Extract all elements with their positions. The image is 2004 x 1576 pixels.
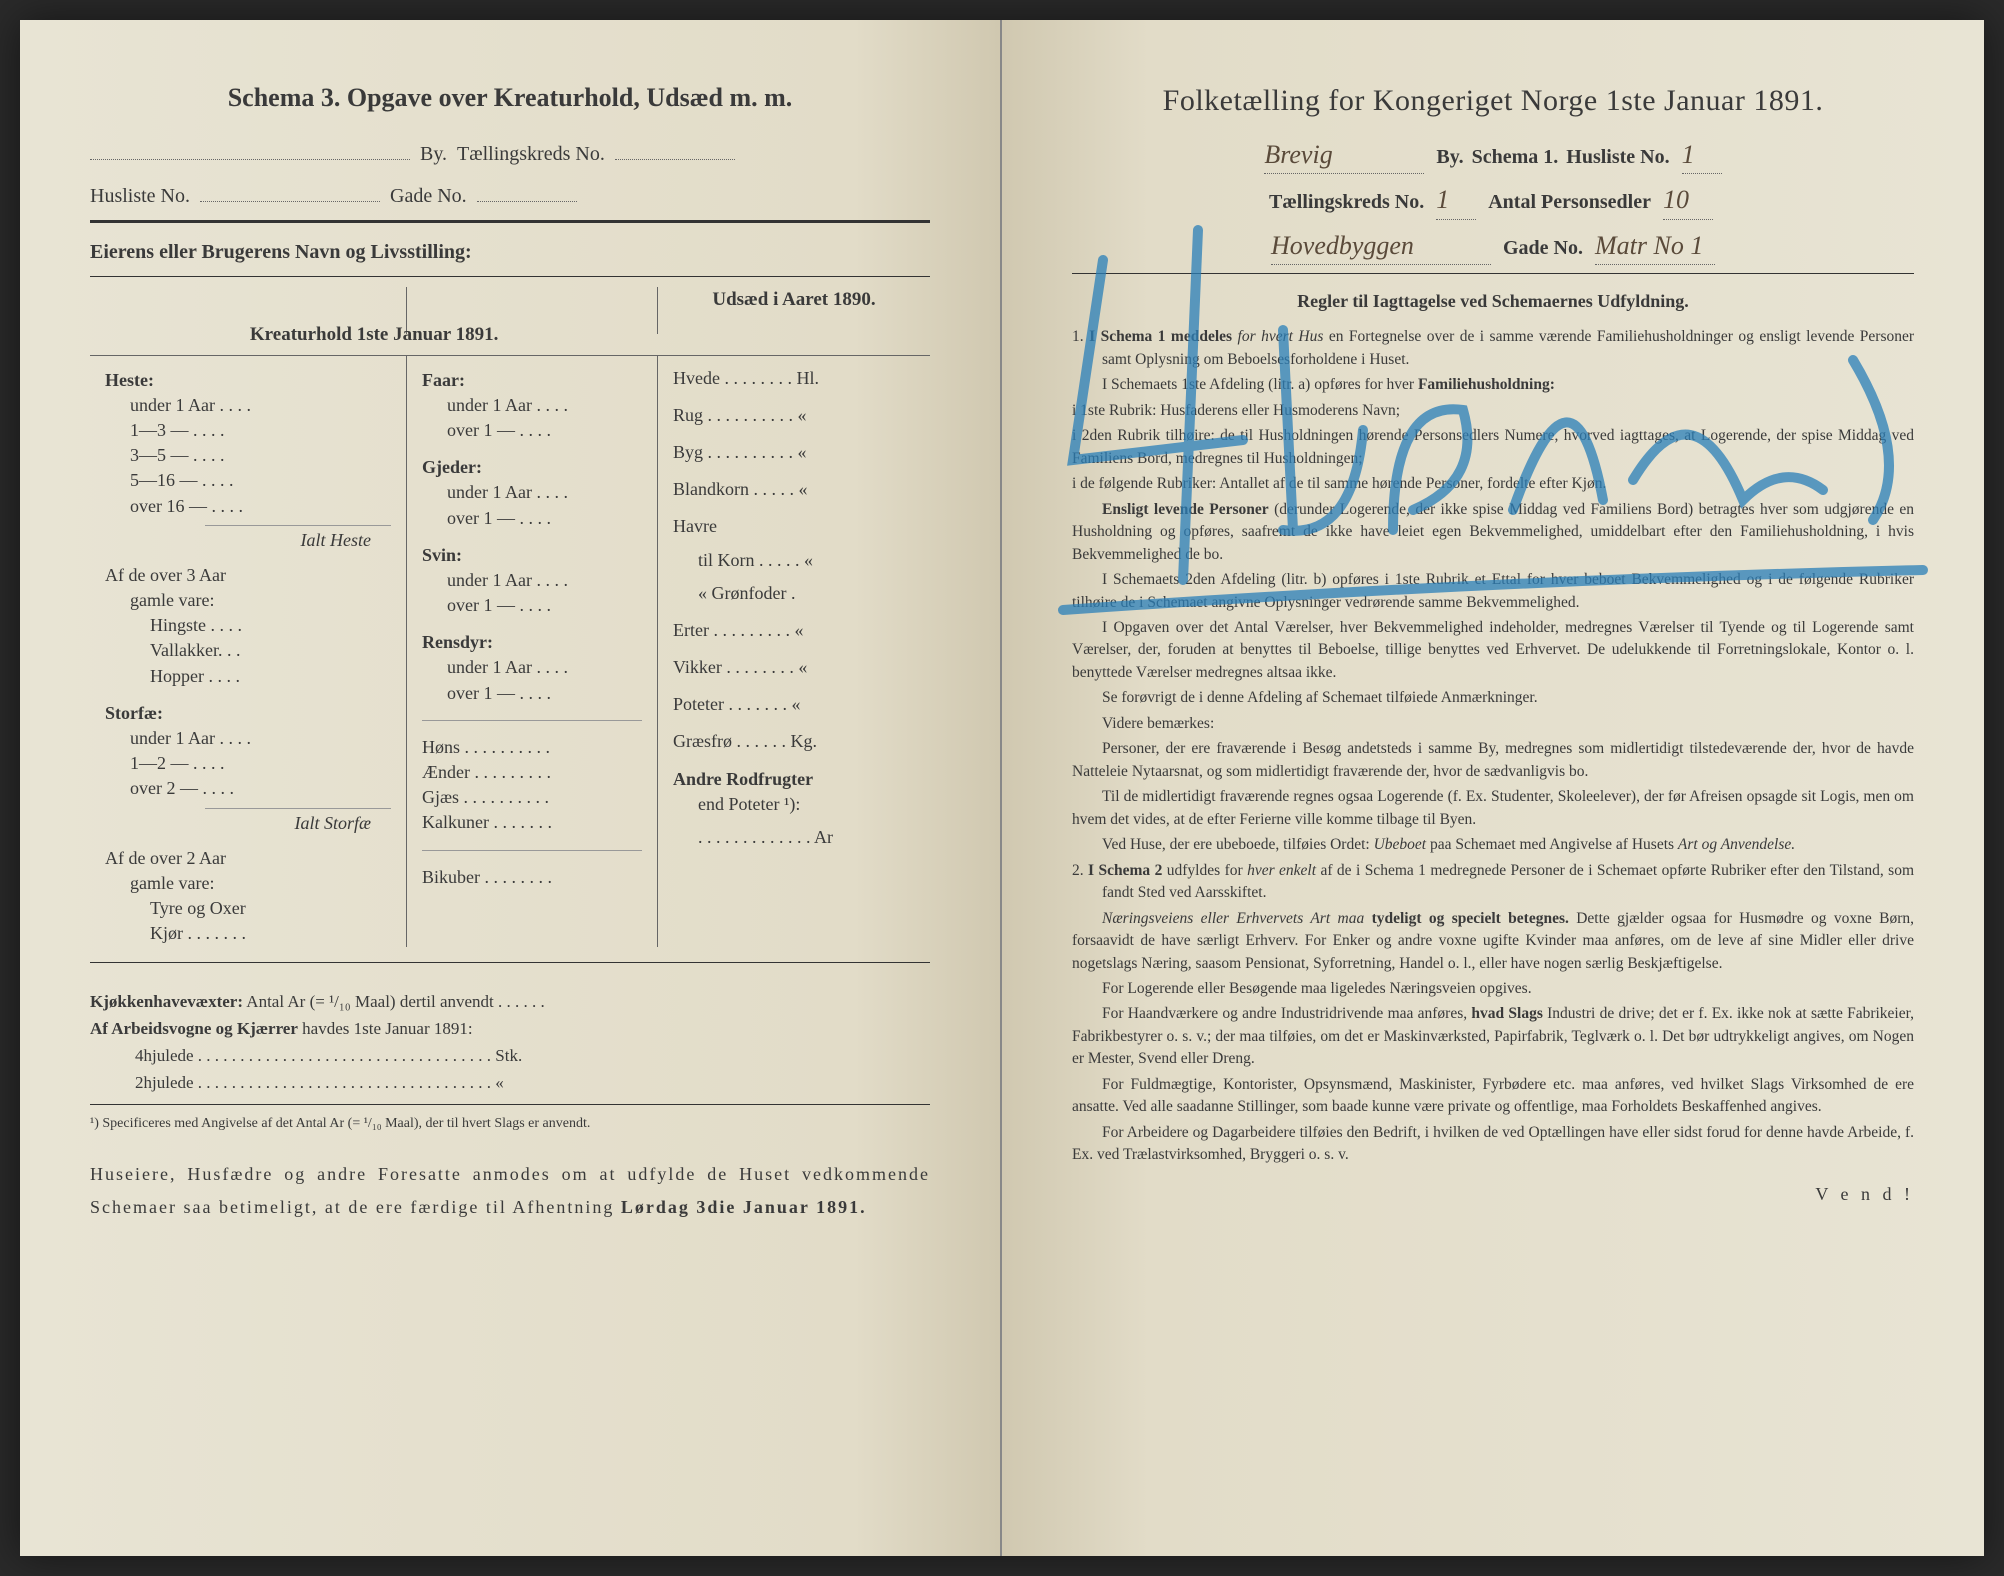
taellingskreds-label: Tællingskreds No. [457,140,605,168]
husliste-label: Husliste No. [90,182,190,210]
right-header-2: Tællingskreds No. 1 Antal Personsedler 1… [1072,182,1914,219]
by-label: By. [420,140,447,168]
book-spread: Schema 3. Opgave over Kreaturhold, Udsæd… [20,20,1984,1556]
gade-label: Gade No. [390,182,467,210]
left-page: Schema 3. Opgave over Kreaturhold, Udsæd… [20,20,1002,1556]
header-by-line: By. Tællingskreds No. [90,136,930,168]
right-page: Folketælling for Kongeriget Norge 1ste J… [1002,20,1984,1556]
right-header-1: Brevig By. Schema 1. Husliste No. 1 [1072,137,1914,174]
eierens-label: Eierens eller Brugerens Navn og Livsstil… [90,238,930,266]
column-heste-storfae: Heste: under 1 Aar . . . . 1—3 — . . . .… [90,356,407,947]
right-title: Folketælling for Kongeriget Norge 1ste J… [1072,80,1914,122]
vend-label: V e n d ! [1072,1182,1914,1207]
bottom-section: Kjøkkenhavevæxter: Antal Ar (= ¹/₁₀ Maal… [90,988,930,1097]
header-husliste-line: Husliste No. Gade No. [90,178,930,210]
schema-title: Schema 3. Opgave over Kreaturhold, Udsæd… [90,80,930,116]
regler-title: Regler til Iagttagelse ved Schemaernes U… [1072,289,1914,314]
udsaed-header: Udsæd i Aaret 1890. [673,287,915,322]
column-faar-etc: Faar: under 1 Aar . . . . over 1 — . . .… [407,356,658,947]
footnote: ¹) Specificeres med Angivelse af det Ant… [90,1115,930,1133]
column-udsaed: Hvede . . . . . . . . Hl. Rug . . . . . … [658,356,930,947]
right-header-3: Hovedbyggen Gade No. Matr No 1 [1072,228,1914,265]
body-text: 1. I Schema 1 meddeles for hvert Hus en … [1072,326,1914,1166]
kreaturhold-header [105,287,391,295]
closing-text: Huseiere, Husfædre og andre Foresatte an… [90,1158,930,1223]
